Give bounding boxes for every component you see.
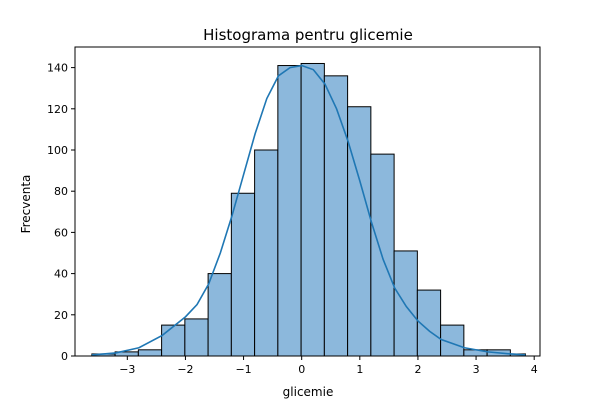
y-tick-label: 120 (47, 103, 68, 116)
chart-title: Histograma pentru glicemie (203, 26, 413, 44)
x-axis-label: glicemie (283, 385, 334, 399)
y-tick-label: 100 (47, 144, 68, 157)
histogram-bar-6 (230, 192, 256, 357)
y-axis-ticks: 0 20 40 60 80 100 120 140 (47, 62, 75, 363)
y-axis-label: Frecventa (19, 175, 33, 234)
y-tick-label: 60 (54, 226, 68, 239)
x-axis-ticks: −3 −2 −1 0 1 2 3 4 (119, 356, 538, 376)
histogram-bar-11 (347, 106, 372, 357)
histogram-bar-7 (254, 149, 279, 357)
kde-curve (91, 64, 526, 356)
histogram-bar-5 (207, 273, 232, 357)
x-tick-label: 4 (531, 363, 538, 376)
plot-frame (74, 46, 541, 357)
x-tick-label: −2 (177, 363, 193, 376)
histogram-bar-13 (393, 250, 418, 357)
histogram-bars (91, 62, 526, 357)
histogram-bar-2 (137, 349, 163, 357)
x-tick-label: 0 (298, 363, 305, 376)
y-tick-label: 20 (54, 309, 68, 322)
histogram-bar-8 (277, 65, 302, 357)
histogram-bar-4 (184, 318, 209, 357)
x-tick-label: −1 (235, 363, 251, 376)
y-tick-label: 0 (61, 350, 68, 363)
histogram-bar-9 (300, 62, 325, 357)
y-tick-label: 40 (54, 268, 68, 281)
y-tick-label: 80 (54, 185, 68, 198)
x-tick-label: −3 (119, 363, 135, 376)
histogram-bar-10 (323, 75, 349, 357)
x-tick-label: 2 (414, 363, 421, 376)
histogram-bar-3 (161, 324, 186, 357)
x-tick-label: 1 (356, 363, 363, 376)
y-tick-label: 140 (47, 62, 68, 75)
x-tick-label: 3 (473, 363, 480, 376)
